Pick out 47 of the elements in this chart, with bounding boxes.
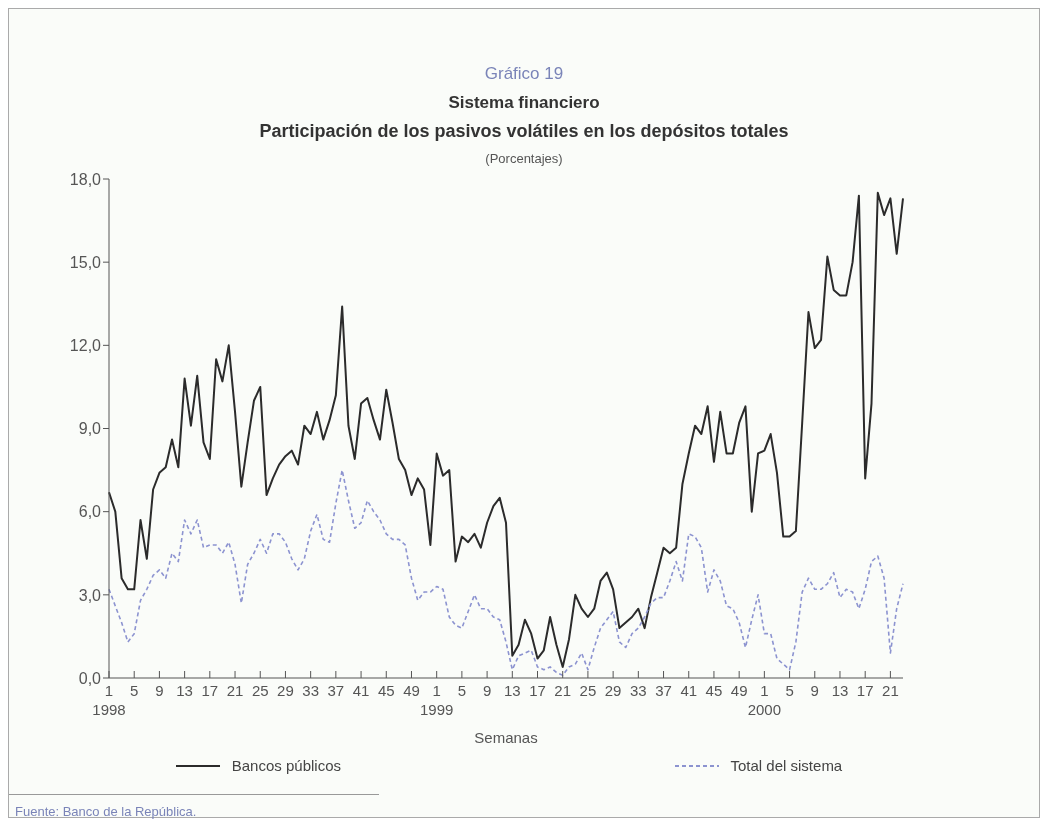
- x-tick-label: 21: [554, 682, 572, 699]
- y-tick-label: 9,0: [78, 420, 102, 438]
- x-tick-label: 13: [831, 682, 849, 699]
- x-tick-label: 9: [155, 682, 164, 699]
- x-tick-label: 33: [629, 682, 647, 699]
- x-tick-label: 17: [856, 682, 874, 699]
- y-tick-label: 6,0: [78, 503, 102, 521]
- line-series: [108, 191, 904, 668]
- legend-label: Bancos públicos: [231, 757, 341, 774]
- source-note: Fuente: Banco de la República.: [15, 804, 197, 819]
- legend-label: Total del sistema: [730, 757, 843, 774]
- x-tick-label: 1 1999: [420, 682, 454, 718]
- x-axis-title: Semanas: [474, 729, 538, 746]
- x-tick-label: 5: [785, 682, 794, 699]
- x-tick-label: 5: [130, 682, 139, 699]
- x-tick-label: 45: [705, 682, 723, 699]
- x-tick-label: 45: [377, 682, 395, 699]
- x-tick-label: 1 2000: [747, 682, 782, 718]
- x-tick-label: 17: [529, 682, 546, 699]
- y-tick-label: 18,0: [69, 170, 102, 188]
- x-tick-label: 37: [327, 682, 345, 699]
- x-tick-label: 49: [403, 682, 420, 699]
- y-axis-title: (Porcentajes): [484, 151, 564, 166]
- y-tick-label: 12,0: [69, 337, 102, 355]
- x-tick-label: 49: [730, 682, 748, 699]
- x-tick-label: 21: [882, 682, 899, 699]
- text: Gráfico 19: [483, 64, 565, 84]
- x-tick-label: 5: [457, 682, 467, 699]
- x-tick-label: 25: [579, 682, 597, 699]
- x-tick-label: 13: [176, 682, 193, 699]
- x-tick-label: 41: [680, 682, 698, 699]
- y-tick-label: 0,0: [78, 669, 102, 687]
- x-tick-label: 9: [482, 682, 492, 699]
- y-tick-label: 15,0: [69, 253, 102, 271]
- x-tick-label: 37: [655, 682, 672, 699]
- chart-subtitle: Participación de los pasivos volátiles en los depósitos totales: [258, 121, 790, 142]
- x-tick-label: 9: [810, 682, 819, 699]
- x-tick-label: 13: [503, 682, 521, 699]
- x-tick-label: 17: [201, 682, 219, 699]
- x-tick-label: 25: [251, 682, 269, 699]
- y-tick-label: 3,0: [78, 586, 102, 604]
- x-tick-label: 33: [302, 682, 319, 699]
- x-tick-label: 29: [277, 682, 294, 699]
- x-tick-label: 41: [352, 682, 370, 699]
- chart-title: Sistema financiero: [447, 93, 601, 113]
- x-tick-label: 21: [226, 682, 244, 699]
- x-tick-label: 29: [604, 682, 622, 699]
